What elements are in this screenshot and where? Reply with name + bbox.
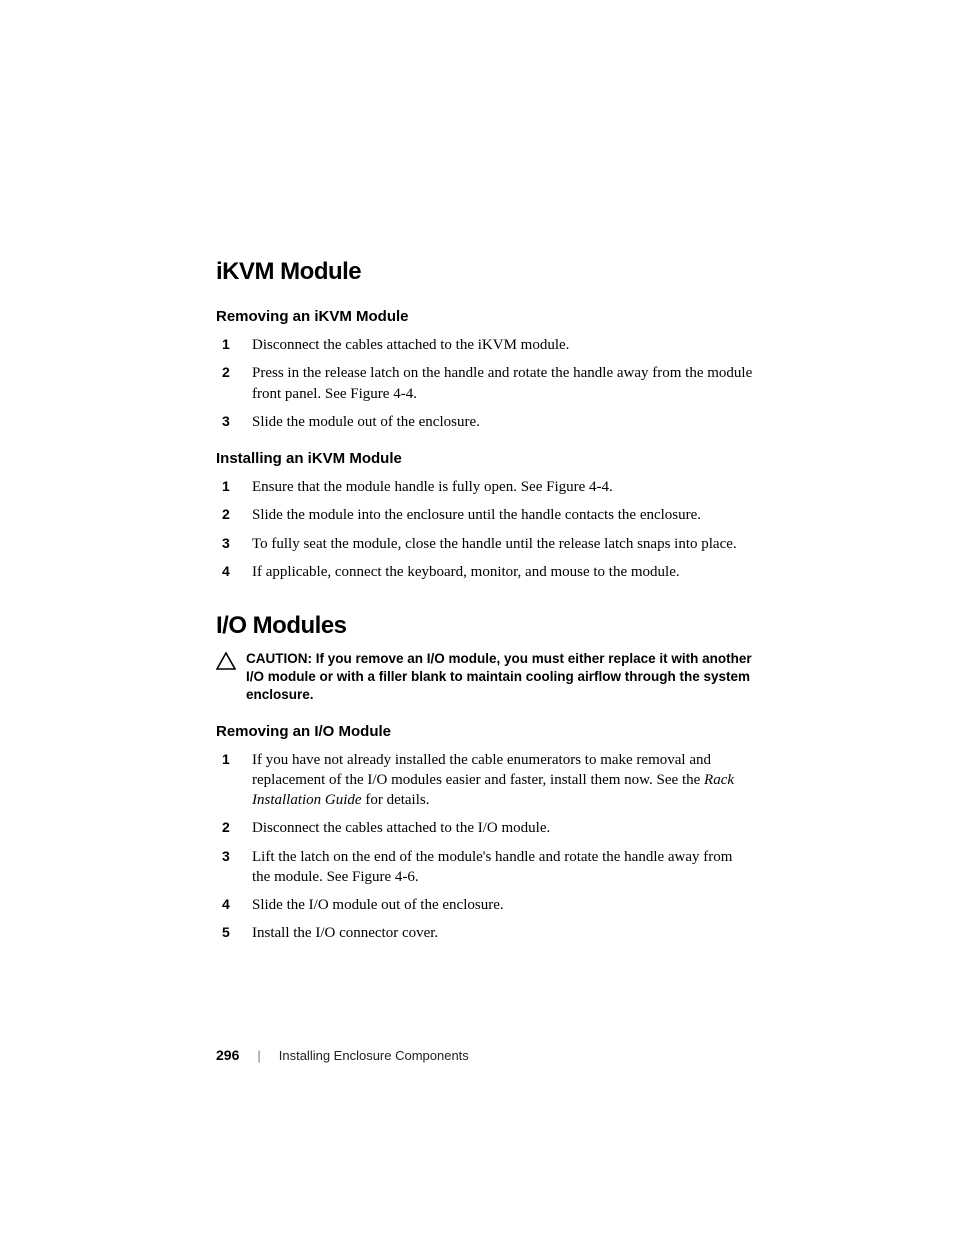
step-item: Disconnect the cables attached to the I/… [244, 818, 754, 838]
step-text-post: for details. [362, 792, 430, 808]
steps-removing-ikvm: Disconnect the cables attached to the iK… [216, 335, 754, 432]
steps-removing-io: If you have not already installed the ca… [216, 750, 754, 944]
step-item: Slide the I/O module out of the enclosur… [244, 895, 754, 915]
caution-label: CAUTION: [246, 651, 316, 666]
caution-text: CAUTION: If you remove an I/O module, yo… [246, 650, 754, 705]
heading-removing-ikvm: Removing an iKVM Module [216, 308, 754, 325]
page-footer: 296 | Installing Enclosure Components [216, 1047, 469, 1063]
step-item: Install the I/O connector cover. [244, 923, 754, 943]
caution-icon [216, 652, 236, 675]
footer-divider: | [257, 1048, 260, 1063]
page-body: iKVM Module Removing an iKVM Module Disc… [0, 0, 954, 944]
step-item: Ensure that the module handle is fully o… [244, 477, 754, 497]
heading-io-modules: I/O Modules [216, 612, 754, 640]
step-item: If applicable, connect the keyboard, mon… [244, 562, 754, 582]
step-item: Slide the module out of the enclosure. [244, 412, 754, 432]
step-item: Disconnect the cables attached to the iK… [244, 335, 754, 355]
step-item: Lift the latch on the end of the module'… [244, 847, 754, 888]
footer-section: Installing Enclosure Components [279, 1048, 469, 1063]
step-item: To fully seat the module, close the hand… [244, 534, 754, 554]
step-text-pre: If you have not already installed the ca… [252, 752, 711, 788]
caution-body: If you remove an I/O module, you must ei… [246, 651, 752, 702]
page-number: 296 [216, 1047, 239, 1063]
caution-block: CAUTION: If you remove an I/O module, yo… [216, 650, 754, 705]
step-item: If you have not already installed the ca… [244, 750, 754, 811]
step-item: Slide the module into the enclosure unti… [244, 505, 754, 525]
steps-installing-ikvm: Ensure that the module handle is fully o… [216, 477, 754, 582]
heading-installing-ikvm: Installing an iKVM Module [216, 450, 754, 467]
heading-removing-io: Removing an I/O Module [216, 723, 754, 740]
heading-ikvm-module: iKVM Module [216, 258, 754, 286]
step-item: Press in the release latch on the handle… [244, 363, 754, 404]
